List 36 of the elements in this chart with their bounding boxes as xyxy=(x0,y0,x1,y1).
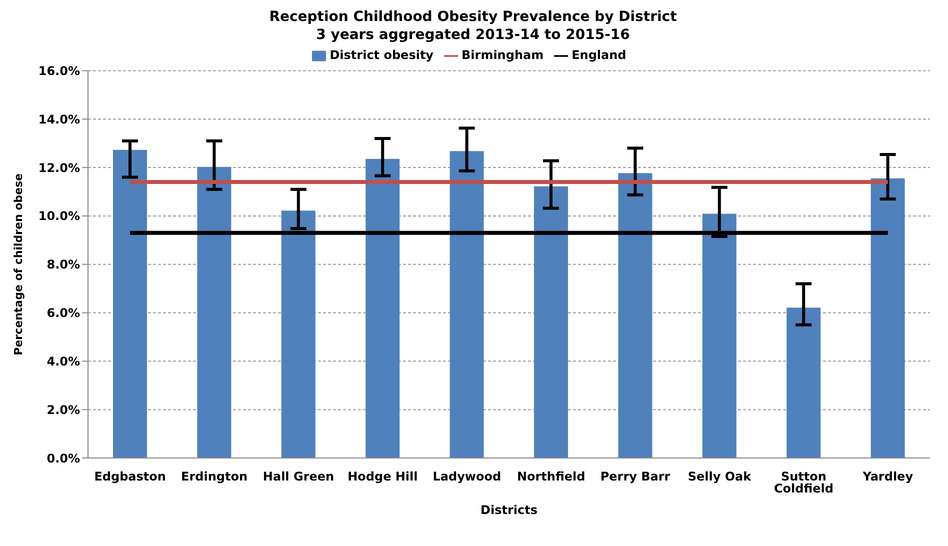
bar xyxy=(197,166,232,458)
bar xyxy=(113,150,147,458)
chart-title: Reception Childhood Obesity Prevalence by District xyxy=(268,8,678,26)
x-tick-label: Yardley xyxy=(862,470,914,484)
legend-label: Birmingham xyxy=(462,48,544,62)
bar xyxy=(366,158,400,458)
bar xyxy=(450,151,484,458)
x-axis-title: Districts xyxy=(480,503,538,517)
x-tick-label: Perry Barr xyxy=(600,470,670,484)
bar xyxy=(870,178,905,458)
x-tick-label: Hall Green xyxy=(262,470,334,484)
legend-label: England xyxy=(572,48,626,62)
y-axis-title: Percentage of children obese xyxy=(12,173,25,356)
bar xyxy=(702,214,736,458)
bar xyxy=(281,210,316,458)
y-tick-label: 10.0% xyxy=(38,209,80,224)
x-tick-label: Sutton Coldfield xyxy=(774,470,834,496)
y-tick-label: 0.0% xyxy=(46,451,80,466)
x-tick-label: Erdington xyxy=(181,470,248,484)
y-tick-label: 16.0% xyxy=(38,64,80,78)
chart-subtitle: 3 years aggregated 2013-14 to 2015-16 xyxy=(315,26,631,44)
bar xyxy=(786,308,821,458)
x-tick-label: Edgbaston xyxy=(94,470,166,484)
y-tick-label: 4.0% xyxy=(46,354,80,368)
y-tick-label: 12.0% xyxy=(38,160,80,175)
bar xyxy=(534,186,568,458)
x-tick-label: Ladywood xyxy=(432,470,502,484)
x-tick-label: Northfield xyxy=(516,470,586,484)
y-tick-label: 2.0% xyxy=(46,402,80,417)
y-tick-label: 14.0% xyxy=(38,112,80,126)
x-tick-label: Selly Oak xyxy=(688,470,752,484)
legend-label: District obesity xyxy=(330,48,434,62)
y-tick-label: 6.0% xyxy=(46,306,80,320)
bar xyxy=(618,173,652,458)
y-tick-label: 8.0% xyxy=(46,258,80,272)
x-tick-label: Hodge Hill xyxy=(348,470,418,484)
